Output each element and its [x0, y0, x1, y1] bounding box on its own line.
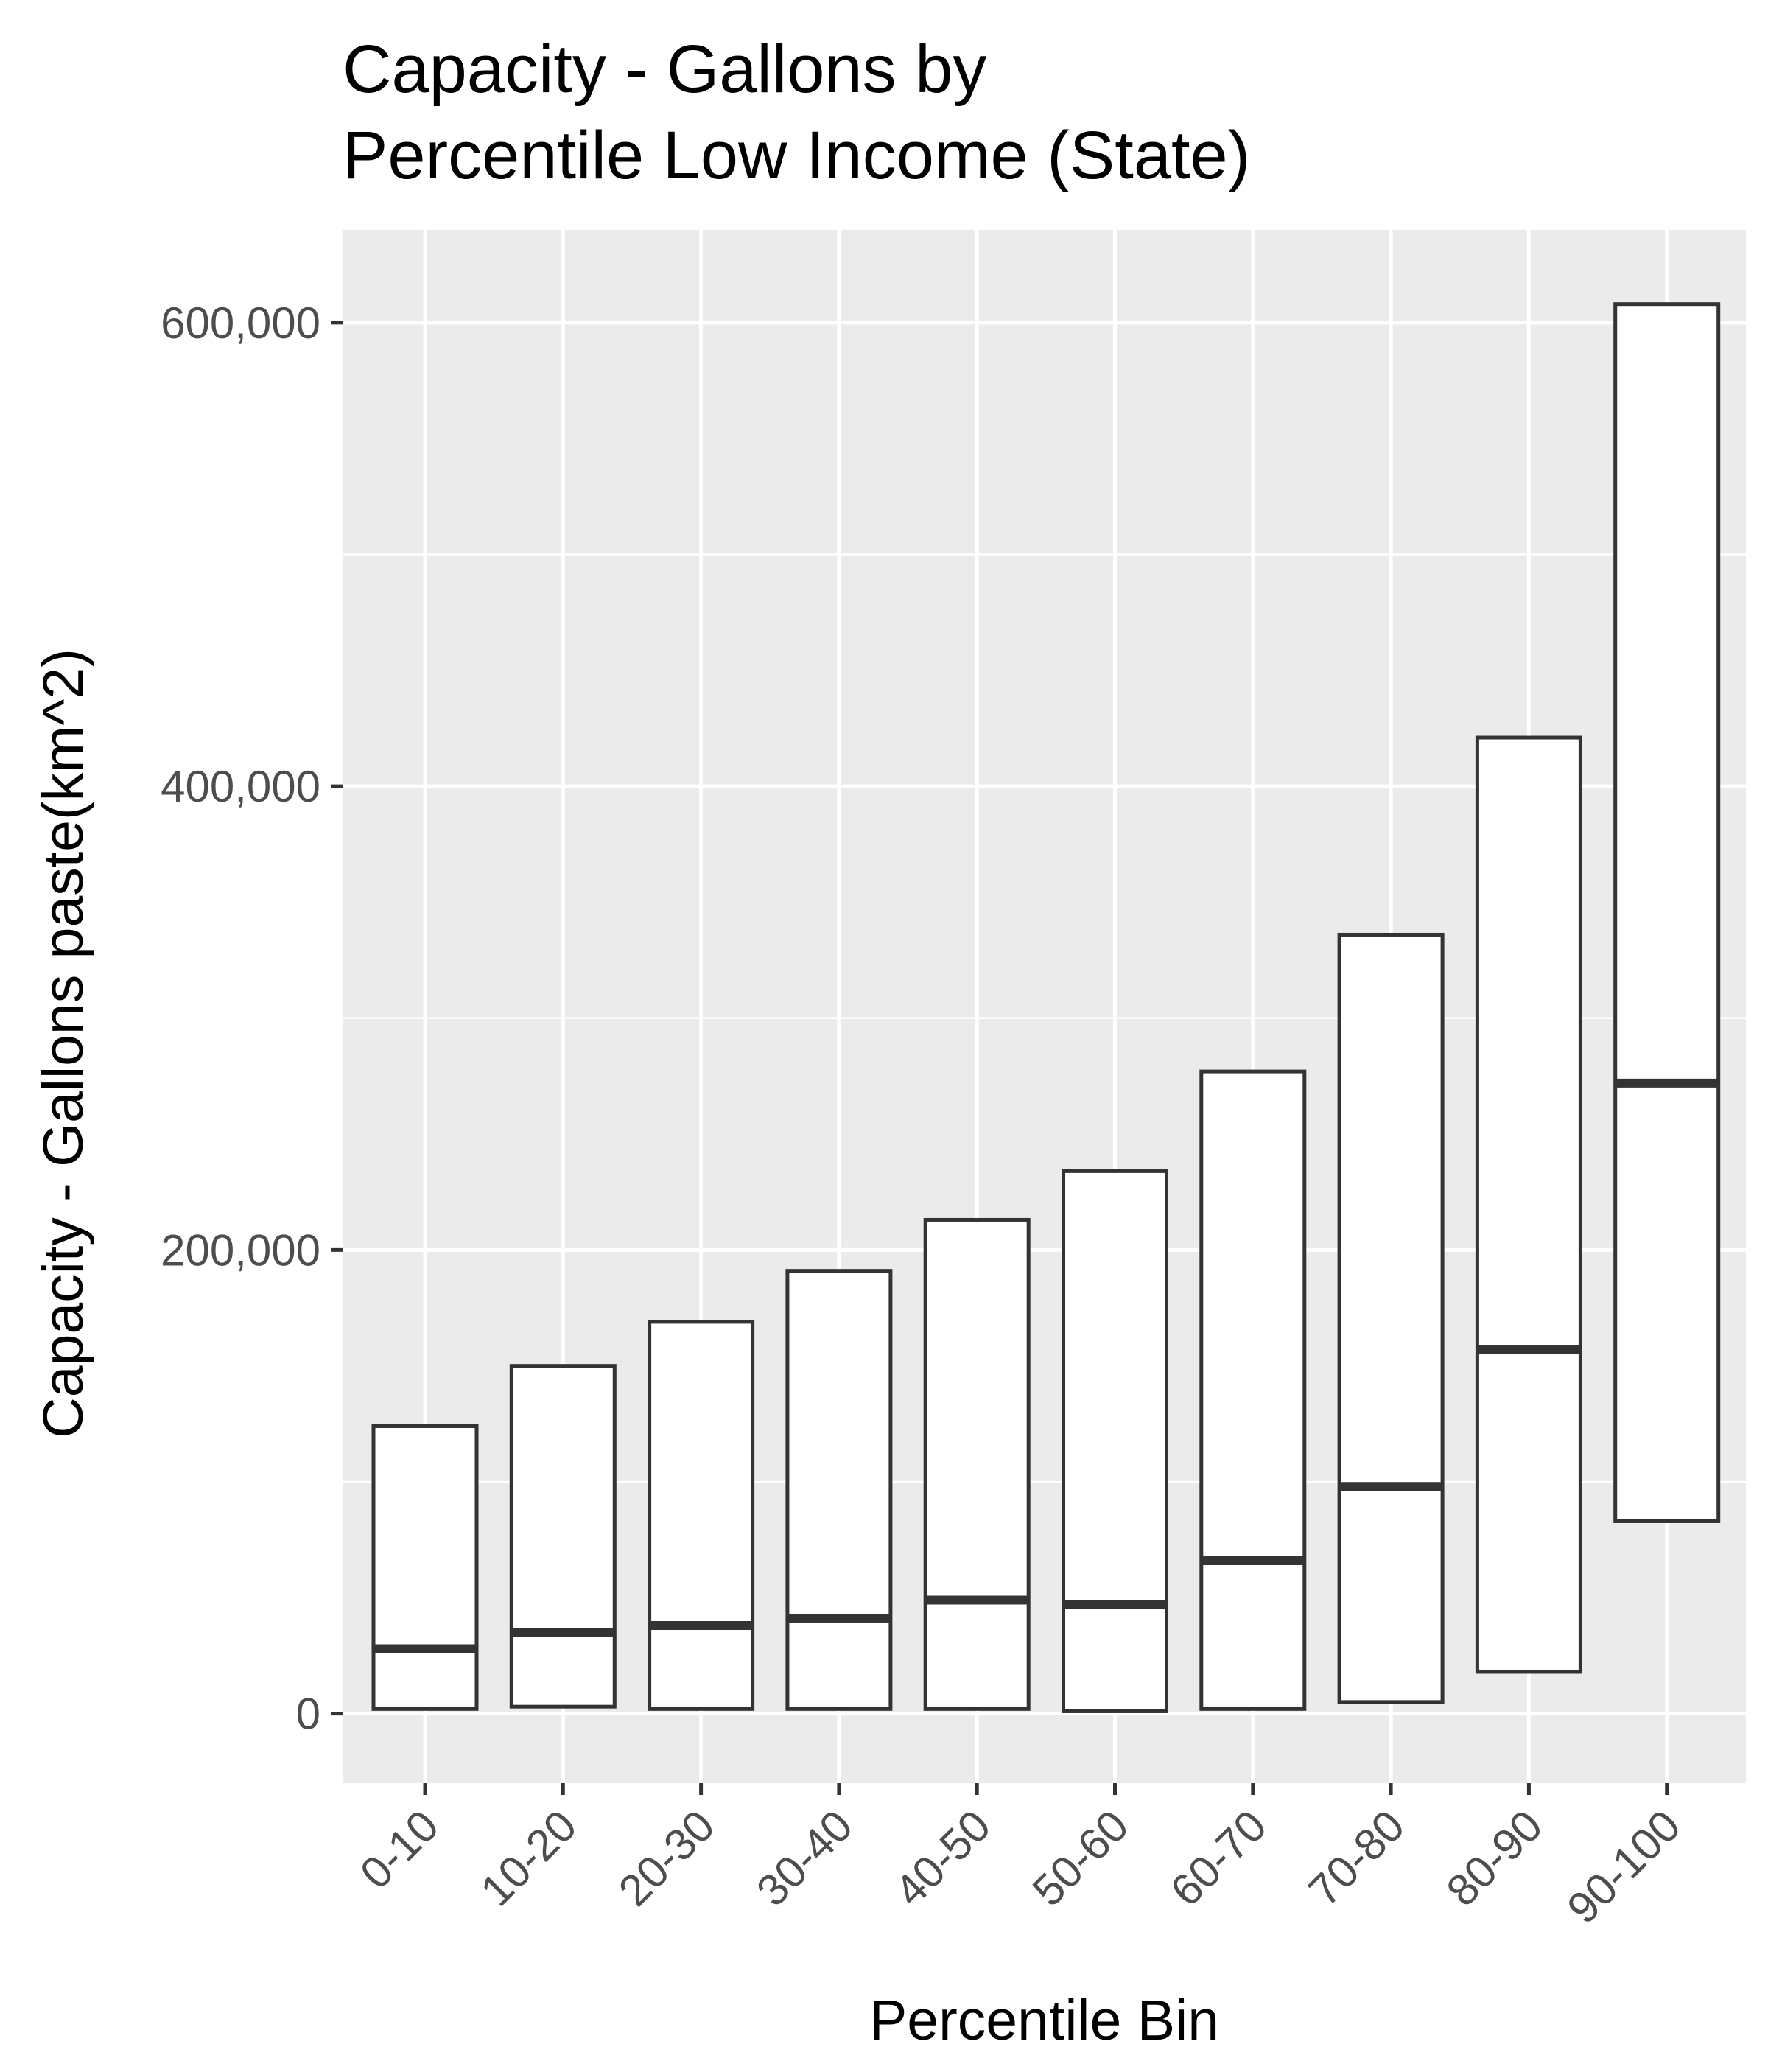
x-axis-title: Percentile Bin [869, 1989, 1219, 2052]
x-tick-label: 90-100 [1557, 1801, 1689, 1933]
x-tick-label: 10-20 [471, 1801, 586, 1916]
box-50-60 [1062, 1169, 1168, 1713]
x-tick-label: 20-30 [609, 1801, 724, 1916]
x-tick-label: 40-50 [885, 1801, 1000, 1916]
box-10-20 [509, 1364, 617, 1709]
box-30-40 [785, 1269, 893, 1711]
x-tick-label: 30-40 [747, 1801, 862, 1916]
box-70-80 [1337, 932, 1445, 1704]
box-40-50 [923, 1217, 1031, 1711]
chart-title-line-1: Capacity - Gallons by [343, 32, 987, 107]
y-tick-label: 200,000 [161, 1225, 320, 1275]
y-tick-label: 0 [296, 1690, 320, 1739]
box-80-90 [1475, 735, 1582, 1674]
box-20-30 [648, 1320, 755, 1711]
x-tick-label: 80-90 [1437, 1801, 1552, 1916]
box-0-10 [371, 1424, 479, 1711]
y-axis-title: Capacity - Gallons paste(km^2) [32, 648, 95, 1438]
box-60-70 [1199, 1069, 1307, 1711]
y-tick-label: 400,000 [161, 762, 320, 811]
chart-title-line-2: Percentile Low Income (State) [343, 118, 1251, 193]
x-tick-label: 50-60 [1023, 1801, 1138, 1916]
y-tick-label: 600,000 [161, 298, 320, 348]
x-tick-label: 60-70 [1161, 1801, 1276, 1916]
x-tick-label: 0-10 [351, 1801, 448, 1898]
box-90-100 [1613, 302, 1721, 1523]
x-tick-label: 70-80 [1299, 1801, 1414, 1916]
